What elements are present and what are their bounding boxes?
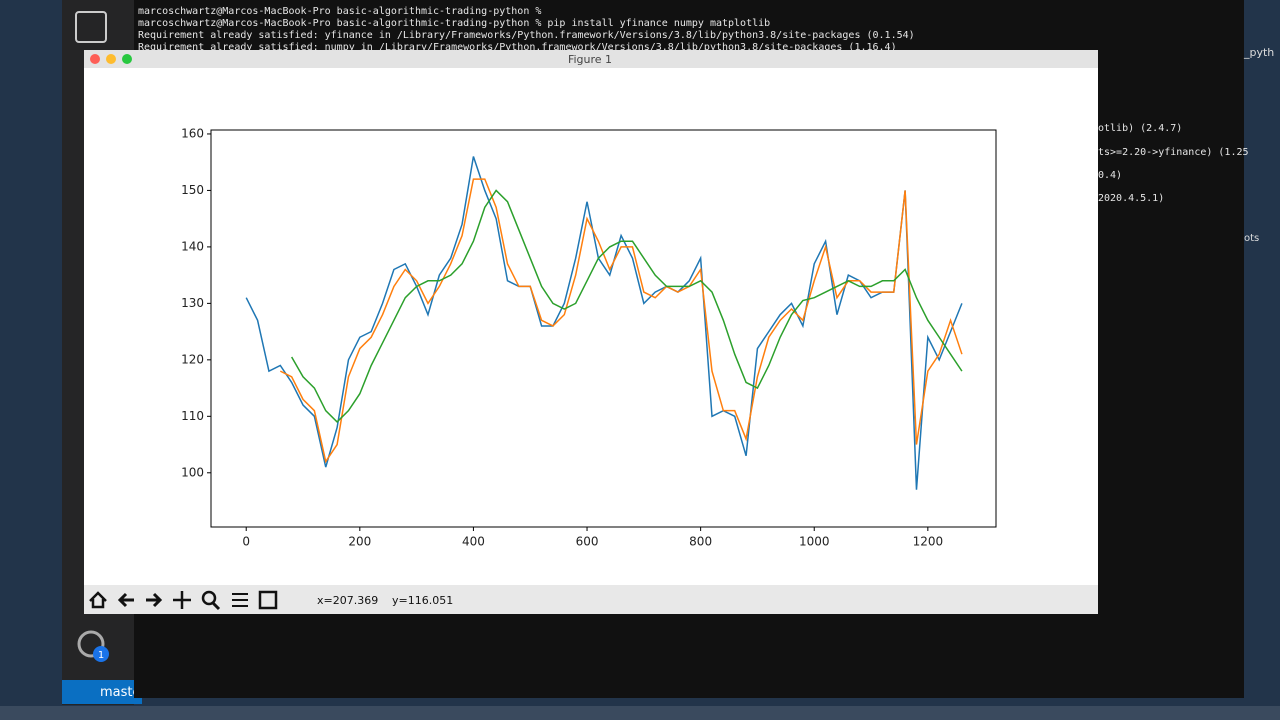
cursor-x: x=207.369	[317, 594, 378, 607]
toolbar	[84, 585, 1098, 614]
x-tick-label: 400	[462, 535, 485, 549]
series-line	[245, 156, 963, 490]
file-label: _pyth	[1243, 46, 1274, 59]
x-tick-label: 200	[348, 535, 371, 549]
x-tick-label: 800	[689, 535, 712, 549]
forward-button[interactable]	[146, 592, 163, 608]
axes-frame	[210, 129, 997, 528]
x-tick-label: 0	[242, 535, 250, 549]
branch-bar[interactable]	[62, 680, 142, 704]
settings-icon[interactable]	[77, 630, 105, 658]
close-button[interactable]	[90, 54, 100, 64]
figure-window	[84, 50, 1098, 614]
y-tick-label: 100	[181, 465, 204, 479]
zoom-button[interactable]	[122, 54, 132, 64]
save-button[interactable]	[258, 590, 278, 610]
series-line	[291, 189, 963, 424]
y-tick-label: 110	[181, 409, 204, 423]
badge	[93, 646, 109, 662]
y-tick-label: 150	[181, 183, 204, 197]
home-button[interactable]	[89, 591, 107, 609]
y-tick-label: 120	[181, 352, 204, 366]
badge-count: 1	[98, 650, 104, 661]
x-tick-label: 600	[576, 535, 599, 549]
file-label: ots	[1244, 233, 1259, 244]
configure-button[interactable]	[232, 593, 248, 607]
explorer-icon[interactable]	[75, 11, 107, 43]
terminal-fragment: ts>=2.20->yfinance) (1.25	[1098, 147, 1249, 158]
terminal-line: marcoschwartz@Marcos-MacBook-Pro basic-a…	[138, 18, 770, 29]
terminal-fragment: otlib) (2.4.7)	[1098, 123, 1182, 134]
terminal-line: marcoschwartz@Marcos-MacBook-Pro basic-a…	[138, 6, 541, 17]
terminal-line: Requirement already satisfied: numpy in …	[138, 42, 897, 53]
y-tick-label: 160	[181, 126, 204, 140]
zoom-tool[interactable]	[201, 590, 221, 611]
cursor-y: y=116.051	[392, 594, 453, 607]
title-bar	[84, 50, 1098, 68]
back-button[interactable]	[117, 592, 134, 608]
y-tick-label: 140	[181, 239, 204, 253]
window-title: Figure 1	[568, 53, 612, 66]
terminal-line: Requirement already satisfied: yfinance …	[138, 30, 915, 41]
dock	[0, 706, 1280, 720]
minimize-button[interactable]	[106, 54, 116, 64]
terminal-fragment: 2020.4.5.1)	[1098, 193, 1164, 204]
x-tick-label: 1200	[913, 535, 944, 549]
terminal-fragment: 0.4)	[1098, 170, 1122, 181]
branch-name[interactable]: maste	[100, 685, 141, 700]
y-tick-label: 130	[181, 296, 204, 310]
pan-button[interactable]	[173, 591, 191, 609]
x-tick-label: 1000	[799, 535, 830, 549]
plot: 100 110 120 130 140 150 160 0 200 400 600 800 1000 12…	[181, 126, 963, 549]
